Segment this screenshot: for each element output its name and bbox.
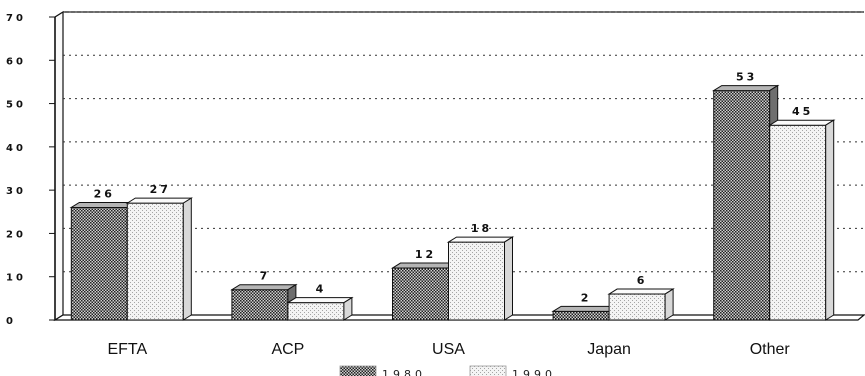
left-wall [54,10,64,322]
bar-japan-1980-top [551,305,619,312]
data-label: 4 [316,283,327,296]
data-label: 45 [792,105,813,118]
bar-usa-1990-top [446,236,515,243]
data-label: 27 [150,183,171,196]
bar-usa-1990-side [504,236,513,321]
legend-label: 1990 [512,368,556,376]
y-tick-labels: 0 10 20 30 40 50 60 70 [6,13,26,327]
legend: 1980 1990 [339,365,556,376]
category-label: EFTA [107,341,147,358]
y-tick-label: 0 [6,316,16,327]
y-tick-label: 60 [6,56,26,67]
category-label: Japan [587,341,631,358]
legend-label: 1980 [382,368,426,376]
axes [49,16,56,321]
data-label: 2 [581,291,592,304]
bar-acp-1980 [231,289,289,321]
bar-acp-1990-side [343,296,353,321]
bar-japan-1990 [608,293,666,321]
legend-swatch [339,365,377,376]
category-labels: EFTA ACP USA Japan Other [107,341,790,358]
bar-efta-1990-top [125,197,194,204]
y-tick-label: 30 [6,186,26,197]
data-label: 6 [637,274,648,287]
bar-usa-1980-top [390,262,459,269]
bar-usa-1980 [392,267,449,321]
y-tick-label: 40 [6,143,26,154]
bar-usa-1990 [448,241,505,321]
data-label: 12 [415,248,436,261]
bar-efta-1980 [70,206,128,321]
y-tick-label: 20 [6,229,26,240]
category-label: ACP [271,341,304,358]
bar-acp-1990-top [286,297,354,304]
category-label: Other [750,341,791,358]
bar-other-1990 [769,124,827,321]
data-label: 53 [736,71,757,84]
legend-swatch [469,365,507,376]
data-label: 26 [94,187,115,200]
bar-other-1980-top [711,85,780,92]
bar-acp-1990 [287,302,345,321]
y-tick-label: 10 [6,273,26,284]
bar-other-1990-side [825,119,835,321]
bar-acp-1980-top [230,284,298,291]
data-label: 18 [471,222,492,235]
bar-efta-1980-top [69,201,138,208]
bar-other-1990-top [767,119,836,126]
data-label: 7 [260,270,271,283]
bar-japan-1990-side [664,288,674,321]
bar-japan-1980 [552,310,610,321]
bar-efta-1990-side [182,197,192,321]
bar-other-1980 [713,90,771,321]
bar-efta-1990 [126,202,184,321]
y-tick-label: 70 [6,13,26,24]
bar-japan-1990-top [607,288,675,295]
category-label: USA [432,341,465,358]
bars [69,84,836,321]
y-tick-label: 50 [6,100,26,111]
